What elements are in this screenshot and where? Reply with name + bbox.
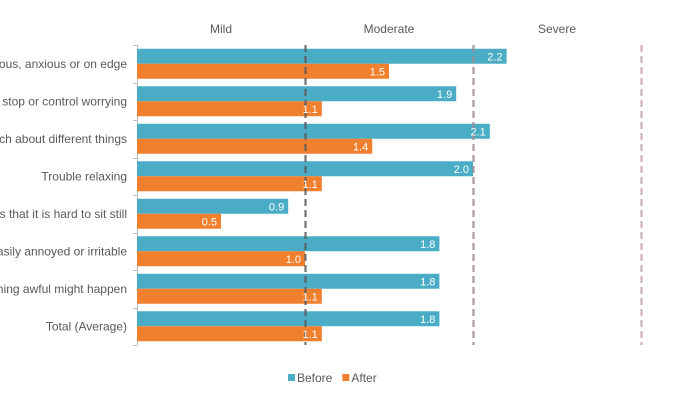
bar-before [137,198,289,214]
bar-before [137,311,440,327]
band-label-moderate: Moderate [364,22,415,36]
data-label-before: 1.8 [420,314,435,326]
data-label-after: 1.0 [286,254,301,266]
bar-before [137,48,507,64]
data-label-after: 1.1 [303,104,318,116]
data-label-before: 2.1 [471,126,486,138]
bar-after [137,326,322,342]
band-label-severe: Severe [538,22,576,36]
data-label-after: 1.5 [370,66,385,78]
data-label-before: 1.8 [420,239,435,251]
data-label-after: 1.1 [303,329,318,341]
data-label-before: 2.0 [454,164,469,176]
value-labels: 2.2 1.5 1.9 1.1 2.1 1.4 2.0 1.1 0.9 0.5 1.8 1.0 1.8 1… [202,51,503,341]
data-label-before: 1.9 [437,89,452,101]
legend-swatch-after [342,374,350,381]
category-label: Not being able to stop or control worryi… [0,94,127,108]
legend: Before After [288,371,377,385]
severity-band-labels: Mild Moderate Severe [210,22,576,36]
category-labels: Feeling nervous, anxious or on edge Not b… [0,57,127,334]
bar-before [137,273,440,289]
band-label-mild: Mild [210,22,232,36]
category-label: Being so restless that it is hard to sit… [0,207,127,221]
bar-after [137,213,221,229]
legend-label-before: Before [297,371,333,385]
category-label: Worrying too much about different things [0,132,127,146]
bar-after [137,176,322,192]
category-label: Feeling afraid as if something awful mig… [0,282,127,296]
category-label: Trouble relaxing [41,169,127,183]
bar-before [137,123,490,139]
bar-after [137,288,322,304]
category-label: Total (Average) [46,319,127,333]
data-label-before: 2.2 [487,51,502,63]
category-axis [133,45,138,346]
data-label-before: 0.9 [269,201,284,213]
bars [137,48,507,342]
bar-before [137,236,440,252]
bar-after [137,251,305,267]
legend-swatch-before [288,374,295,381]
threshold-lines [304,45,643,345]
bar-before [137,86,457,102]
data-label-after: 0.5 [202,216,217,228]
data-label-before: 1.8 [420,276,435,288]
bar-after [137,101,322,117]
bar-after [137,63,389,79]
legend-label-after: After [351,371,376,385]
category-label: Feeling nervous, anxious or on edge [0,57,127,71]
data-label-after: 1.1 [303,179,318,191]
bar-after [137,138,373,154]
category-label: Becoming easily annoyed or irritable [0,244,127,258]
data-label-after: 1.4 [353,141,368,153]
data-label-after: 1.1 [303,291,318,303]
